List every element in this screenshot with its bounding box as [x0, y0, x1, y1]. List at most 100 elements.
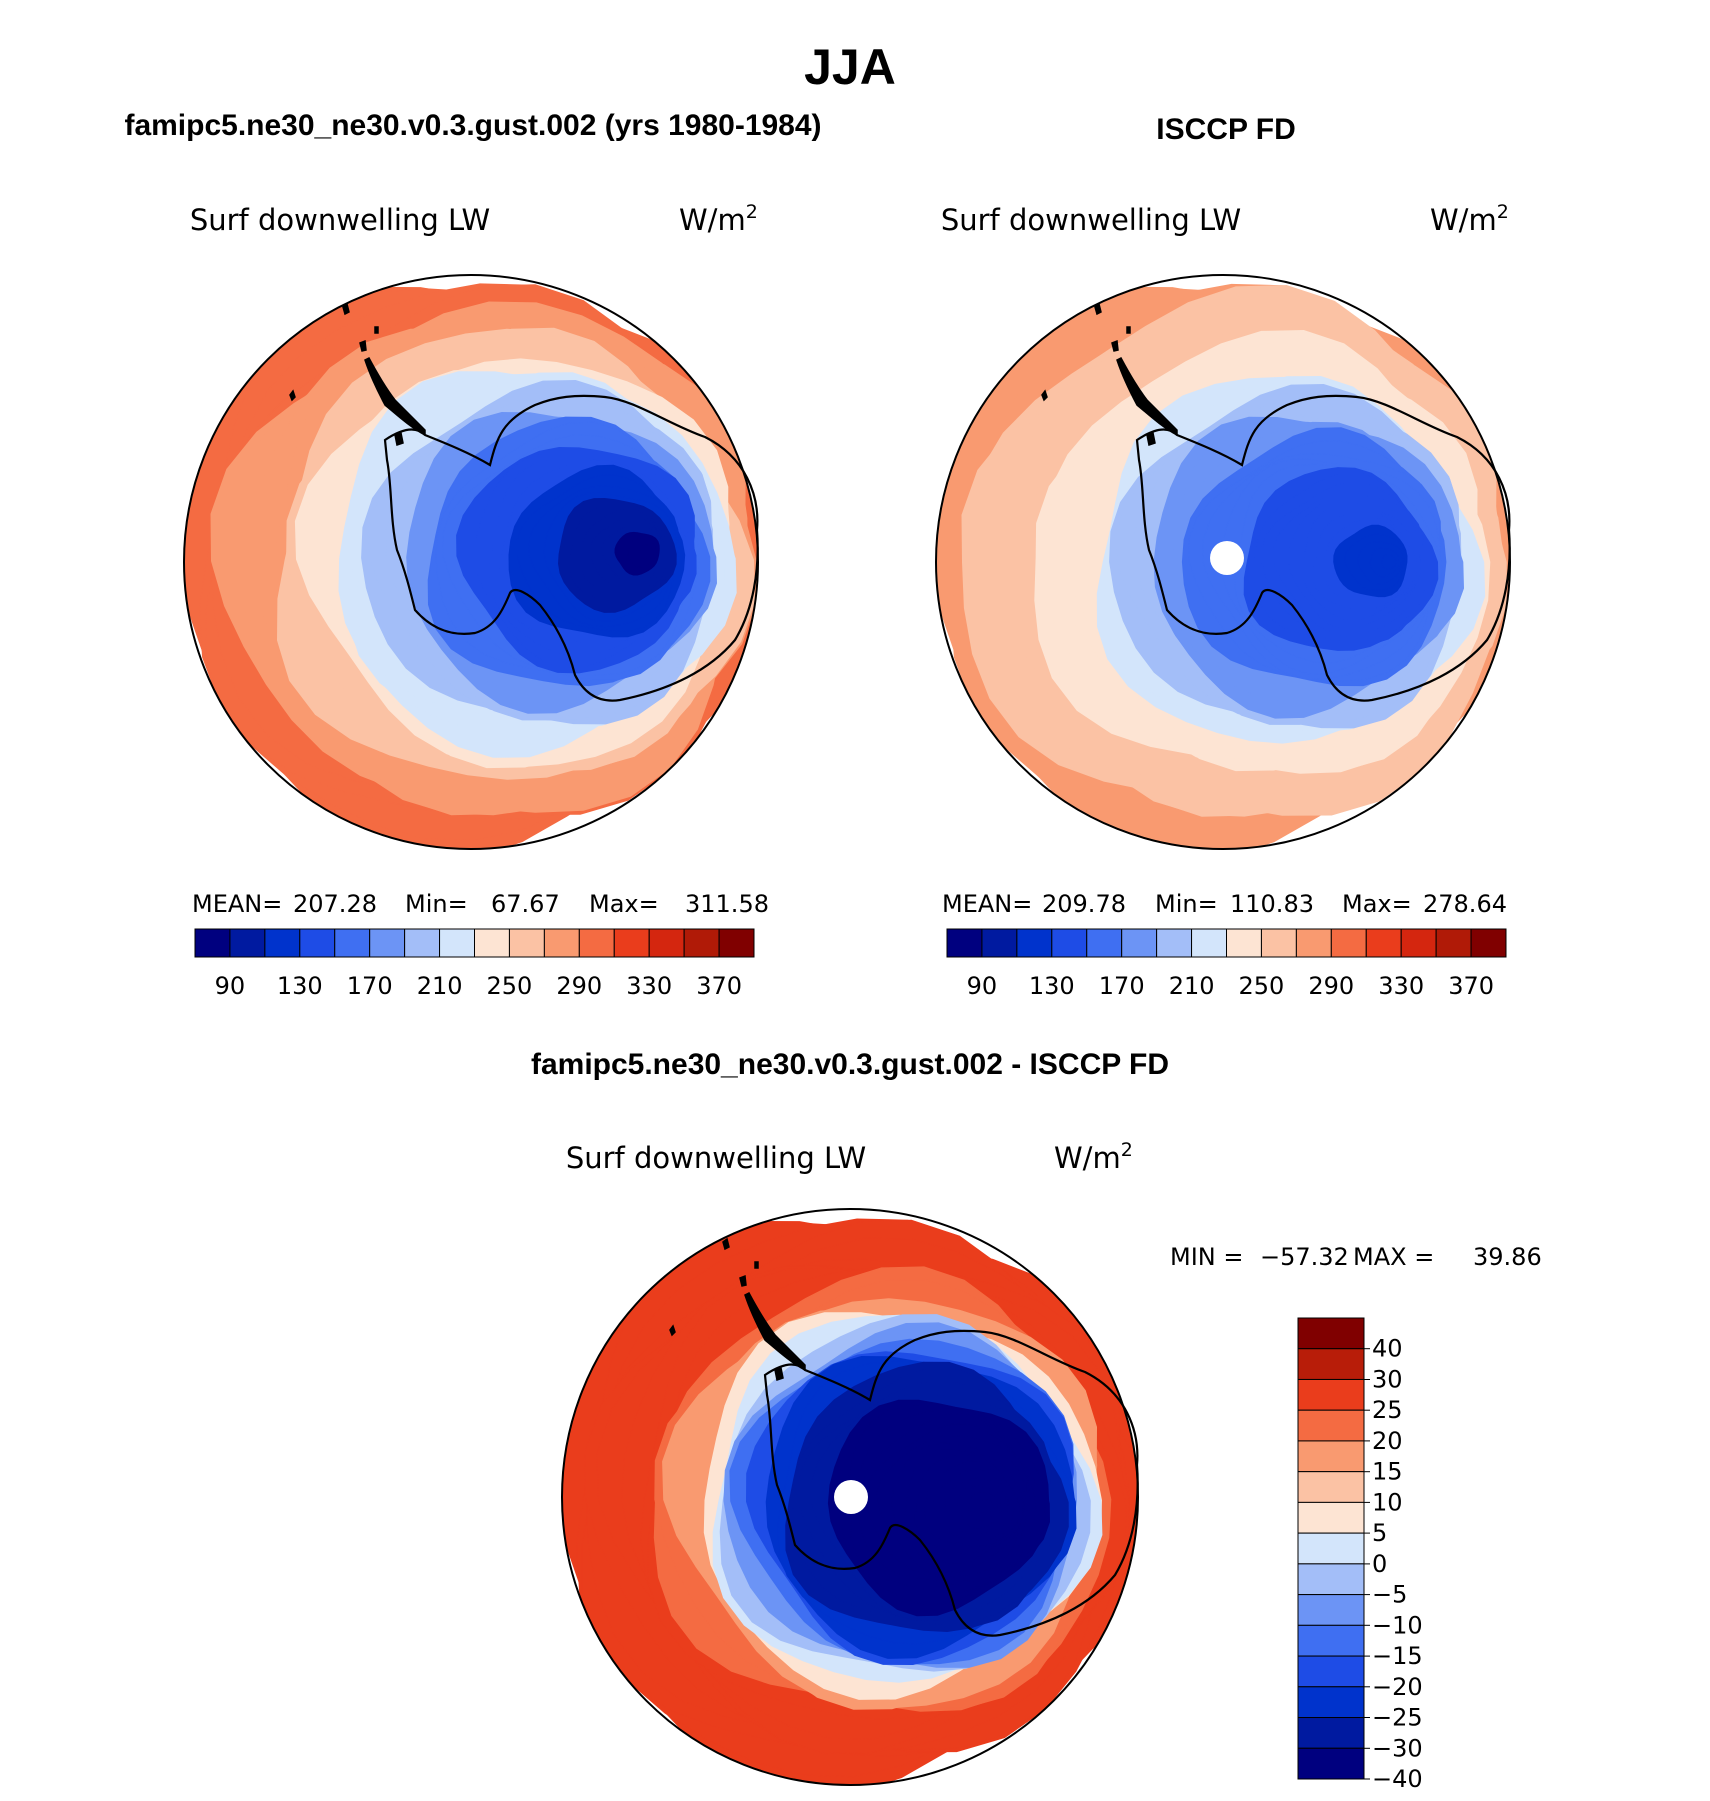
panel-obs: ISCCP FD Surf downwelling LW W/m2 MEAN= … [935, 113, 1511, 1000]
obs-colorbar-swatch [1016, 928, 1053, 958]
panel-diff-variable: Surf downwelling LW [566, 1141, 866, 1175]
model-colorbar-swatch [229, 928, 266, 958]
obs-colorbar-tick-label: 210 [1169, 972, 1215, 1000]
obs-colorbar-tick-label: 330 [1378, 972, 1424, 1000]
diff-missing-pole [834, 1480, 868, 1514]
obs-colorbar-swatch [1365, 928, 1402, 958]
model-colorbar-swatch [194, 928, 231, 958]
model-colorbar-tick-label: 330 [626, 972, 672, 1000]
diff-colorbar-tick-label: −25 [1372, 1704, 1423, 1732]
obs-missing-pole [1210, 541, 1244, 575]
model-stats: MEAN= 207.28 Min= 67.67 Max= 311.58 [192, 890, 769, 918]
obs-colorbar-swatch [1156, 928, 1193, 958]
panel-model: famipc5.ne30_ne30.v0.3.gust.002 (yrs 198… [124, 109, 821, 1000]
model-colorbar-swatch [578, 928, 615, 958]
diff-colorbar-tick-label: −20 [1372, 1673, 1423, 1701]
obs-colorbar-tick-label: 250 [1238, 972, 1284, 1000]
diff-colorbar-swatch [1297, 1532, 1365, 1565]
obs-colorbar-swatch [1086, 928, 1123, 958]
obs-colorbar-swatch [1400, 928, 1437, 958]
diff-colorbar-swatch [1297, 1378, 1365, 1411]
model-colorbar-tick-label: 170 [347, 972, 393, 1000]
panel-diff: famipc5.ne30_ne30.v0.3.gust.002 - ISCCP … [531, 1048, 1542, 1793]
figure-title: JJA [804, 39, 896, 95]
model-colorbar-tick-label: 210 [417, 972, 463, 1000]
diff-colorbar-swatch [1297, 1563, 1365, 1596]
diff-colorbar-swatch [1297, 1471, 1365, 1503]
diff-colorbar-swatch [1297, 1348, 1365, 1380]
panel-diff-units: W/m2 [1054, 1139, 1133, 1175]
diff-colorbar-tick-label: 20 [1372, 1427, 1403, 1455]
panel-obs-units: W/m2 [1430, 201, 1509, 237]
model-colorbar-tick-label: 370 [696, 972, 742, 1000]
model-colorbar-tick-label: 290 [556, 972, 602, 1000]
obs-colorbar-swatch [1191, 928, 1228, 958]
obs-colorbar-swatch [946, 928, 983, 958]
obs-colorbar-tick-label: 290 [1308, 972, 1354, 1000]
obs-colorbar-tick-label: 90 [967, 972, 998, 1000]
model-colorbar-swatch [404, 928, 441, 958]
diff-colorbar-swatch [1297, 1409, 1365, 1442]
model-colorbar-swatch [613, 928, 650, 958]
obs-colorbar-swatch [1470, 928, 1507, 958]
obs-field-contours [936, 283, 1510, 849]
diff-colorbar-swatch [1297, 1655, 1365, 1688]
panel-model-title: famipc5.ne30_ne30.v0.3.gust.002 (yrs 198… [124, 109, 821, 142]
diff-colorbar-tick-label: −40 [1372, 1765, 1423, 1793]
diff-colorbar-tick-label: −15 [1372, 1642, 1423, 1670]
diff-minmax: MIN = −57.32 MAX = 39.86 [1170, 1243, 1542, 1271]
diff-colorbar-swatch [1297, 1624, 1365, 1657]
diff-colorbar-tick-label: 15 [1372, 1458, 1403, 1486]
obs-colorbar-tick-label: 130 [1029, 972, 1075, 1000]
diff-colorbar-tick-label: 25 [1372, 1396, 1403, 1424]
diff-colorbar-tick-label: 30 [1372, 1366, 1403, 1394]
model-colorbar-swatch [334, 928, 371, 958]
diff-colorbar-swatch [1297, 1440, 1365, 1473]
diff-colorbar-tick-label: −30 [1372, 1734, 1423, 1762]
obs-stats: MEAN= 209.78 Min= 110.83 Max= 278.64 [942, 890, 1507, 918]
model-contour-band [638, 544, 655, 560]
model-colorbar-swatch [264, 928, 301, 958]
diff-colorbar-tick-label: 10 [1372, 1488, 1403, 1516]
diff-colorbar-swatch [1297, 1317, 1365, 1350]
panel-model-units: W/m2 [679, 201, 758, 237]
model-colorbar-tick-label: 250 [486, 972, 532, 1000]
model-colorbar-tick-label: 90 [215, 972, 246, 1000]
obs-map-border [935, 274, 1511, 850]
obs-colorbar-swatch [1121, 928, 1158, 958]
diff-colorbar-tick-label: 40 [1372, 1335, 1403, 1363]
obs-colorbar-swatch [1226, 928, 1262, 958]
diff-colorbar-swatch [1297, 1686, 1365, 1719]
diff-colorbar-swatch [1297, 1747, 1365, 1780]
model-colorbar: 90 130 170 210 250 290 330 370 [194, 928, 755, 1000]
model-map-border [183, 274, 759, 850]
model-colorbar-tick-label: 130 [277, 972, 323, 1000]
panel-diff-title: famipc5.ne30_ne30.v0.3.gust.002 - ISCCP … [531, 1048, 1169, 1081]
diff-colorbar-tick-label: 0 [1372, 1550, 1387, 1578]
model-colorbar-swatch [474, 928, 510, 958]
model-colorbar-swatch [369, 928, 406, 958]
model-colorbar-swatch [299, 928, 336, 958]
diff-colorbar-swatch [1297, 1717, 1365, 1749]
diff-colorbar-tick-label: −5 [1372, 1581, 1407, 1609]
model-colorbar-swatch [439, 928, 475, 958]
obs-colorbar-swatch [1051, 928, 1088, 958]
diff-contour-band [978, 1499, 995, 1515]
obs-colorbar-swatch [1295, 928, 1332, 958]
obs-colorbar-tick-label: 370 [1448, 972, 1494, 1000]
panel-model-variable: Surf downwelling LW [190, 203, 490, 237]
diff-colorbar-tick-label: −10 [1372, 1611, 1423, 1639]
model-colorbar-swatch [543, 928, 580, 958]
diff-colorbar-swatch [1297, 1594, 1365, 1626]
diff-map-border [561, 1208, 1139, 1786]
obs-colorbar-swatch [1435, 928, 1472, 958]
obs-colorbar-swatch [981, 928, 1018, 958]
obs-colorbar-swatch [1260, 928, 1297, 958]
model-colorbar-swatch [683, 928, 720, 958]
model-colorbar-swatch [508, 928, 545, 958]
model-field-contours [184, 283, 758, 849]
panel-obs-title: ISCCP FD [1156, 113, 1295, 146]
diff-colorbar-swatch [1297, 1501, 1365, 1534]
